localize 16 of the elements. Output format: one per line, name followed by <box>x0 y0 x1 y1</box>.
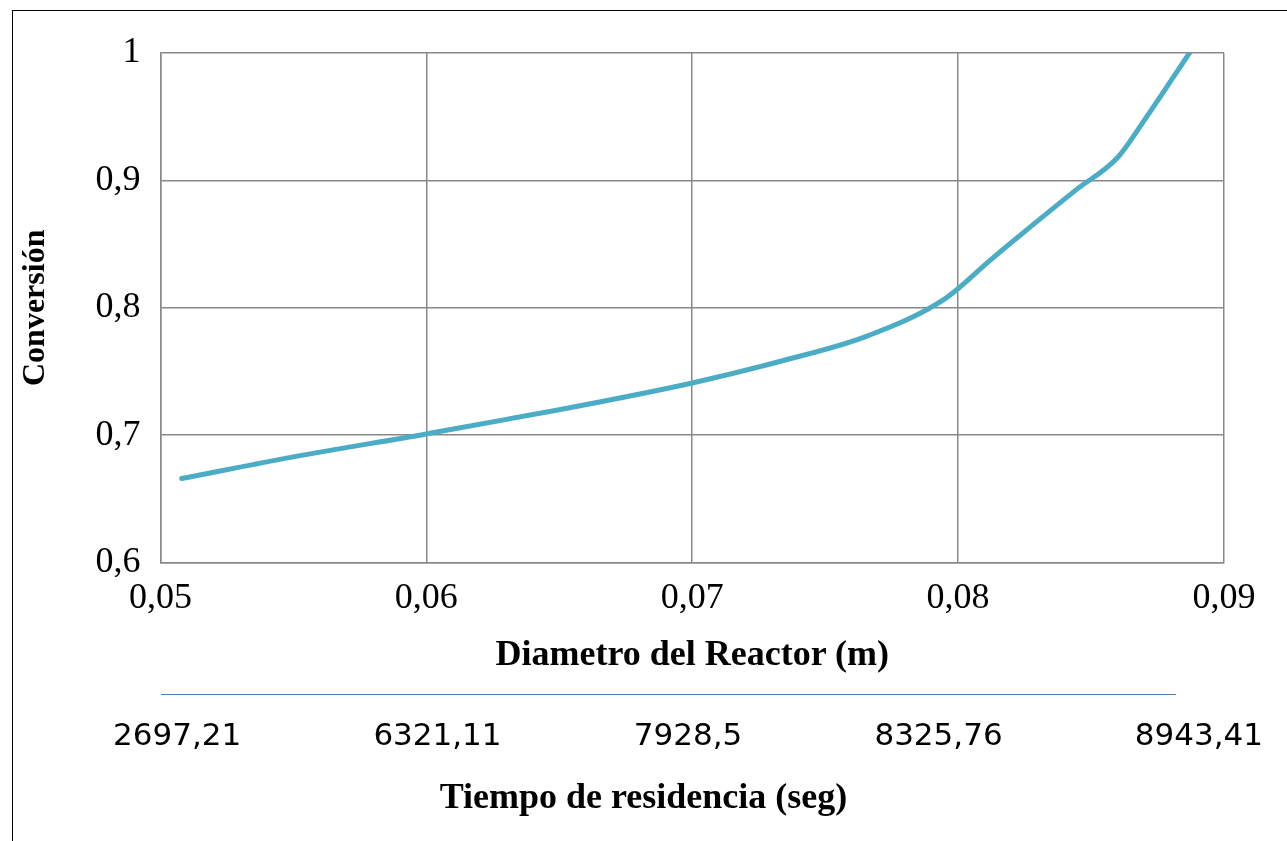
y-tick-label: 1 <box>122 30 141 71</box>
text: 8943,41 <box>1134 716 1263 752</box>
text: 6321,11 <box>373 716 502 752</box>
x-tick-label: 0,07 <box>660 575 724 616</box>
text: 2697,21 <box>113 716 242 752</box>
x-tick-label: 0,09 <box>1192 575 1256 616</box>
y-tick-label: 0,9 <box>95 157 141 198</box>
text: 7928,5 <box>633 716 743 752</box>
y-axis-title: Conversión <box>15 229 52 387</box>
text: 8325,76 <box>874 716 1003 752</box>
y-tick-label: 0,7 <box>95 412 141 453</box>
x-tick-label: 0,08 <box>926 575 990 616</box>
y-tick-label: 0,8 <box>95 285 141 326</box>
x-tick-label: 0,06 <box>394 575 458 616</box>
text: Tiempo de residencia (seg) <box>438 775 849 817</box>
x-axis-title: Diametro del Reactor (m) <box>495 632 889 673</box>
